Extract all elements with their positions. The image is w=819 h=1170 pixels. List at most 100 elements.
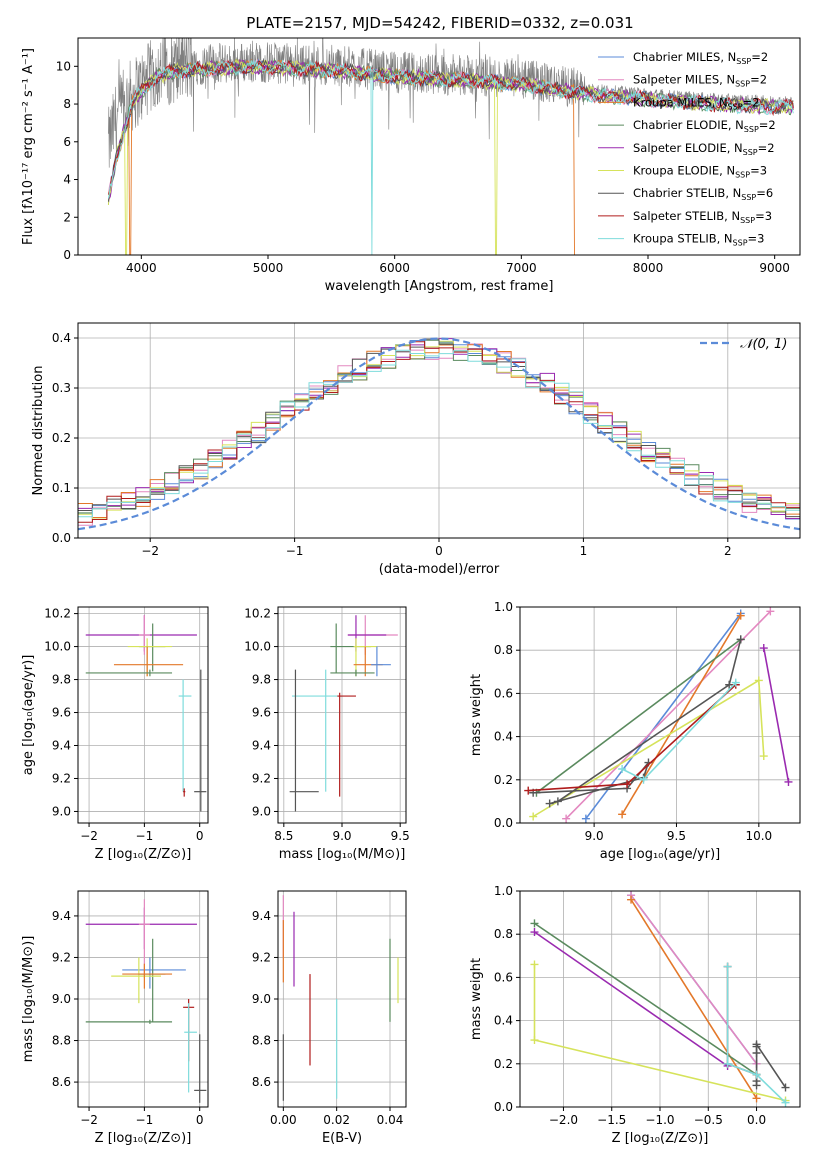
- x-tick-label: 7000: [506, 261, 537, 275]
- x-tick-label: 1: [580, 544, 588, 558]
- plus-marker: [618, 810, 627, 819]
- y-axis-label: mass weight: [469, 958, 484, 1040]
- y-tick-label: 2: [63, 210, 71, 224]
- errorbar-point: [85, 669, 173, 677]
- errorbar-point: [122, 957, 186, 989]
- legend-label: Chabrier MILES, NSSP=2: [633, 50, 768, 66]
- errorbar-point: [85, 907, 197, 950]
- plus-marker: [639, 775, 648, 784]
- x-tick-label: −0.5: [694, 1113, 723, 1127]
- x-tick-label: 6000: [379, 261, 410, 275]
- series-line: [763, 647, 790, 783]
- y-tick-label: 9.0: [252, 804, 271, 818]
- y-tick-label: 0.6: [494, 686, 513, 700]
- plus-marker: [562, 814, 571, 823]
- y-tick-label: 9.2: [252, 771, 271, 785]
- series-line: [621, 615, 742, 815]
- errorbar-point: [353, 646, 383, 677]
- x-tick-label: 5000: [253, 261, 284, 275]
- y-tick-label: 0.0: [494, 1100, 513, 1114]
- errorbar-point: [371, 646, 391, 677]
- panel-mass-weight-vs-Z: −2.0 −1.5 −1.0 −0.5 0.0 0.0 0.2 0.4 0.6 0.8 1.0 Z […: [469, 884, 801, 1146]
- errorbar-point: [122, 963, 173, 989]
- y-tick-label: 10.0: [44, 640, 71, 654]
- plus-marker: [530, 928, 539, 937]
- y-tick-label: 9.4: [252, 909, 271, 923]
- y-axis-label: age [log₁₀(age/yr)]: [21, 655, 36, 776]
- x-tick-label: 0.00: [270, 1113, 297, 1127]
- plus-marker: [723, 1059, 732, 1068]
- plus-marker: [752, 1070, 761, 1079]
- axes-frame: [77, 606, 209, 824]
- errorbar-point: [111, 957, 161, 1004]
- plus-marker: [545, 799, 554, 808]
- y-tick-label: 6: [63, 135, 71, 149]
- plus-marker: [524, 786, 533, 795]
- plus-marker: [530, 1036, 539, 1045]
- legend-label: Kroupa MILES, NSSP=2: [633, 95, 759, 111]
- panel-mass-vs-EBV: 0.00 0.02 0.04 8.6 8.8 9.0 9.2 9.4 E(B-V): [252, 890, 407, 1146]
- panel-residuals: −2 −1 0 1 2 0.0 0.1 0.2 0.3 0.4 (data-model)/error…: [31, 322, 801, 577]
- plus-marker: [530, 960, 539, 969]
- x-axis-label: mass [log₁₀(M/M⊙)]: [279, 847, 406, 862]
- model-line: [107, 59, 794, 195]
- plot-area: [85, 615, 207, 812]
- errorbar-point: [183, 788, 186, 797]
- y-tick-label: 0.2: [494, 1057, 513, 1071]
- plus-marker: [736, 611, 745, 620]
- x-axis-label: age [log₁₀(age/yr)]: [600, 847, 721, 862]
- series-line: [565, 610, 771, 820]
- x-axis-label: E(B-V): [322, 1131, 362, 1146]
- series-line: [534, 931, 729, 1067]
- y-tick-label: 9.4: [52, 909, 71, 923]
- series-line: [630, 894, 758, 1065]
- plus-marker: [581, 814, 590, 823]
- errorbar-point: [138, 615, 150, 655]
- plus-marker: [784, 777, 793, 786]
- model-line: [107, 59, 794, 205]
- y-tick-label: 0.2: [52, 431, 71, 445]
- legend-label: 𝒩(0, 1): [740, 337, 787, 352]
- y-tick-label: 9.0: [252, 992, 271, 1006]
- errorbar-point: [85, 1019, 173, 1024]
- series-line: [726, 966, 787, 1104]
- plus-marker: [530, 919, 539, 928]
- legend: Chabrier MILES, NSSP=2 Salpeter MILES, NS…: [598, 50, 776, 248]
- y-axis-label: mass weight: [469, 674, 484, 756]
- plus-marker: [752, 1049, 761, 1057]
- y-tick-label: 1.0: [494, 600, 513, 614]
- y-tick-label: 8.6: [52, 1075, 71, 1089]
- plot-area: [530, 891, 790, 1107]
- plus-marker: [752, 1040, 761, 1049]
- y-tick-label: 9.6: [52, 706, 71, 720]
- y-tick-label: 0.6: [494, 970, 513, 984]
- x-tick-label: 9.5: [391, 829, 410, 843]
- x-tick-label: 9000: [759, 261, 790, 275]
- y-tick-label: 4: [63, 173, 71, 187]
- y-tick-label: 9.8: [52, 673, 71, 687]
- series-line: [534, 922, 758, 1076]
- plot-area: [85, 899, 207, 1103]
- x-tick-label: 2: [724, 544, 732, 558]
- y-tick-label: 0.4: [494, 1014, 513, 1028]
- x-tick-label: 0: [196, 1113, 204, 1127]
- x-tick-label: 0.04: [377, 1113, 404, 1127]
- legend-label: Salpeter STELIB, NSSP=3: [633, 209, 772, 225]
- x-tick-label: 9.0: [332, 829, 351, 843]
- y-tick-label: 0.2: [494, 773, 513, 787]
- y-tick-label: 0.0: [52, 531, 71, 545]
- panel-age-vs-Z: −2 −1 0 9.0 9.2 9.4 9.6 9.8 10.0 10.2 Z [log₁₀(Z/Z…: [21, 606, 209, 862]
- legend-label: Kroupa STELIB, NSSP=3: [633, 232, 764, 248]
- model-line: [107, 58, 794, 255]
- y-tick-label: 10.2: [244, 607, 271, 621]
- y-tick-label: 9.0: [52, 804, 71, 818]
- axes-frame: [77, 37, 801, 256]
- x-tick-label: 9.5: [667, 829, 686, 843]
- plot-area: [524, 607, 793, 823]
- panels: 4000 5000 6000 7000 8000 90000246810wavelengt…: [21, 37, 801, 1146]
- y-tick-label: 9.0: [52, 992, 71, 1006]
- series-line: [621, 682, 737, 781]
- x-tick-label: 0: [196, 829, 204, 843]
- series-line: [630, 899, 758, 1099]
